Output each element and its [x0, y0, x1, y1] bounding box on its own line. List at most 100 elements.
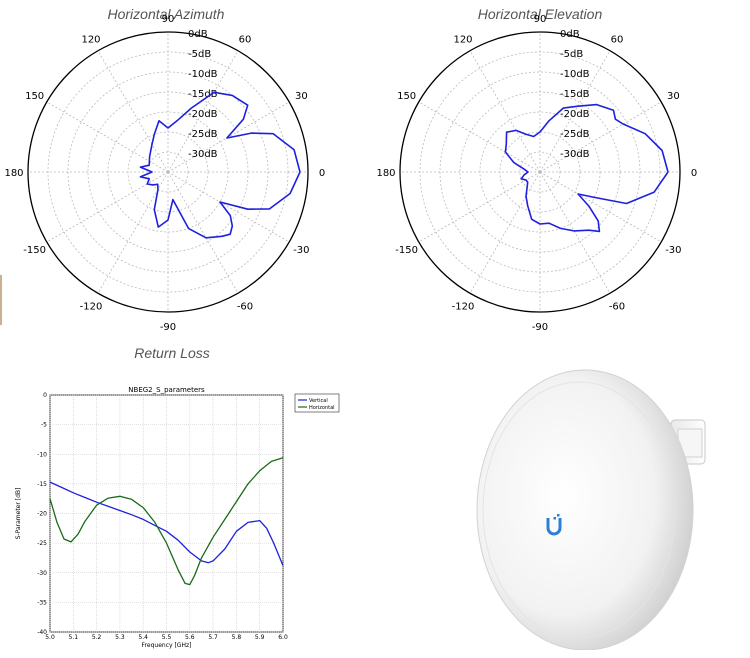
polar-series-line: [504, 103, 669, 233]
polar-grid-ring: [439, 71, 641, 273]
polar-grid-spoke: [167, 50, 239, 173]
polar-angle-tick: 30: [667, 91, 680, 102]
polar-radial-tick: -20dB: [188, 109, 218, 120]
polar-radial-tick: -20dB: [560, 109, 590, 120]
polar-grid-spoke: [167, 171, 239, 294]
polar-angle-tick: 30: [295, 91, 308, 102]
series-line: [49, 457, 284, 586]
polar-angle-tick: 120: [81, 35, 100, 46]
polar-angle-tick: -120: [80, 301, 103, 312]
x-tick-label: 5.6: [185, 634, 195, 641]
polar-grid-spoke: [97, 50, 169, 173]
left-edge-strip: [0, 275, 2, 325]
polar-radial-tick: -30dB: [188, 149, 218, 160]
x-tick-label: 5.9: [255, 634, 265, 641]
polar-angle-tick: 120: [453, 35, 472, 46]
y-tick-label: -10: [37, 451, 47, 458]
legend-box: [294, 393, 340, 413]
polar-grid-spoke: [469, 171, 541, 294]
polar-grid-spoke: [539, 171, 662, 243]
legend-label: Vertical: [309, 398, 328, 404]
polar-grid-spoke: [539, 101, 662, 173]
polar-grid-ring: [519, 151, 561, 193]
ubiquiti-logo-icon: [546, 514, 562, 536]
x-tick-label: 5.1: [69, 634, 79, 641]
polar-grid-spoke: [46, 171, 169, 243]
x-tick-label: 5.4: [138, 634, 148, 641]
polar-radial-tick: -15dB: [560, 89, 590, 100]
polar-angle-tick: -60: [237, 301, 253, 312]
polar-grid-spoke: [539, 171, 611, 294]
polar-angle-tick: 0: [319, 168, 325, 179]
dish-antenna-image: [476, 369, 706, 650]
polar-grid-ring: [107, 111, 229, 233]
x-tick-label: 6.0: [278, 634, 288, 641]
polar-series-line: [139, 91, 301, 239]
polar-angle-tick: 150: [397, 91, 416, 102]
polar-angle-tick: 180: [376, 168, 395, 179]
polar-grid-ring: [479, 111, 601, 233]
polar-radial-tick: -5dB: [188, 49, 211, 60]
polar-angle-tick: -90: [532, 322, 548, 333]
polar-angle-tick: -150: [23, 245, 46, 256]
polar-grid-ring: [87, 91, 249, 253]
y-tick-label: 0: [43, 392, 47, 399]
polar-angle-tick: 0: [691, 168, 697, 179]
elevation-title: Horizontal Elevation: [477, 6, 603, 22]
polar-angle-tick: -120: [452, 301, 475, 312]
y-axis-label: S-Parameter [dB]: [15, 488, 22, 540]
polar-angle-tick: -60: [609, 301, 625, 312]
polar-angle-tick: -30: [293, 245, 309, 256]
y-tick-label: -35: [37, 599, 47, 606]
polar-angle-tick: -150: [395, 245, 418, 256]
polar-grid-ring: [47, 51, 289, 293]
polar-radial-tick: -15dB: [188, 89, 218, 100]
polar-radial-tick: -30dB: [560, 149, 590, 160]
x-tick-label: 5.8: [232, 634, 242, 641]
plot-title: NBEG2_S_parameters: [128, 386, 205, 394]
y-tick-label: -20: [37, 511, 47, 518]
polar-outer-ring: [27, 31, 309, 313]
series-line: [49, 481, 284, 566]
polar-grid-spoke: [46, 101, 169, 173]
polar-grid-spoke: [97, 171, 169, 294]
polar-grid-ring: [127, 131, 209, 213]
polar-angle-tick: -30: [665, 245, 681, 256]
polar-angle-tick: -90: [160, 322, 176, 333]
polar-angle-tick: 60: [239, 35, 252, 46]
y-tick-label: -5: [41, 422, 47, 429]
polar-radial-tick: -5dB: [560, 49, 583, 60]
polar-angle-tick: 180: [4, 168, 23, 179]
x-tick-label: 5.2: [92, 634, 102, 641]
x-tick-label: 5.7: [208, 634, 218, 641]
return-loss-title: Return Loss: [134, 345, 210, 361]
polar-angle-tick: 150: [25, 91, 44, 102]
x-tick-label: 5.5: [162, 634, 172, 641]
polar-radial-tick: -10dB: [560, 69, 590, 80]
polar-grid-ring: [67, 71, 269, 273]
polar-radial-tick: 0dB: [188, 29, 208, 40]
plot-frame: [49, 394, 284, 633]
x-axis-label: Frequency [GHz]: [142, 642, 192, 649]
polar-grid-ring: [459, 91, 621, 253]
azimuth-title: Horizontal Azimuth: [107, 6, 225, 22]
y-tick-label: -15: [37, 481, 47, 488]
polar-radial-tick: -10dB: [188, 69, 218, 80]
y-tick-label: -30: [37, 570, 47, 577]
polar-angle-tick: 60: [611, 35, 624, 46]
polar-grid-spoke: [469, 50, 541, 173]
polar-grid-spoke: [167, 101, 290, 173]
legend-label: Horizontal: [309, 405, 335, 411]
polar-grid-spoke: [539, 50, 611, 173]
product-photo: [475, 365, 725, 650]
x-tick-label: 5.0: [45, 634, 55, 641]
polar-grid-ring: [499, 131, 581, 213]
polar-grid-ring: [147, 151, 189, 193]
polar-grid-spoke: [418, 101, 541, 173]
x-tick-label: 5.3: [115, 634, 125, 641]
polar-grid-ring: [419, 51, 661, 293]
polar-radial-tick: 0dB: [560, 29, 580, 40]
y-tick-label: -40: [37, 629, 47, 636]
polar-grid-spoke: [167, 171, 290, 243]
polar-radial-tick: -25dB: [188, 129, 218, 140]
